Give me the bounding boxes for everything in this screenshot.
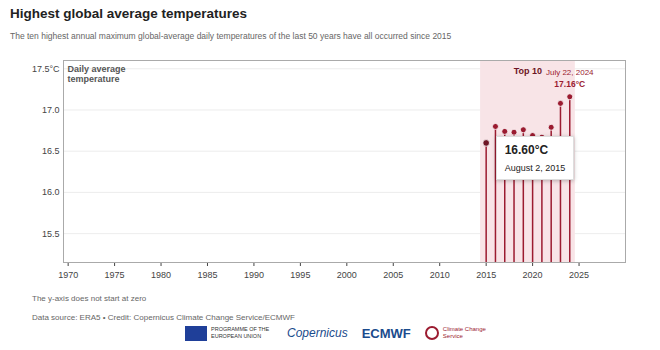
html-text:16.60°C: 16.60°C (504, 143, 549, 158)
html-text:Data source: ERA5 • Credit: Co: Data source: ERA5 • Credit: Copernicus C… (32, 313, 295, 322)
svg-text:1990: 1990 (244, 270, 264, 280)
svg-text:2005: 2005 (383, 270, 403, 280)
svg-text:2010: 2010 (430, 270, 450, 280)
svg-text:1970: 1970 (58, 270, 78, 280)
html-text:Highest global average tempera: Highest global average temperatures (10, 6, 248, 21)
svg-text:17.16°C: 17.16°C (554, 78, 585, 88)
svg-text:1985: 1985 (197, 270, 217, 280)
html-text:August 2, 2015: August 2, 2015 (504, 163, 566, 174)
html-text:Copernicus: Copernicus (287, 326, 348, 340)
svg-text:2020: 2020 (523, 270, 543, 280)
svg-text:2025: 2025 (569, 270, 589, 280)
svg-text:1995: 1995 (290, 270, 310, 280)
html-text:PROGRAMME OF THE EUROPEAN UNIO: PROGRAMME OF THE EUROPEAN UNION (211, 326, 270, 339)
svg-text:Top 10: Top 10 (514, 66, 542, 76)
svg-text:1980: 1980 (151, 270, 171, 280)
svg-text:Daily averagetemperature: Daily averagetemperature (68, 64, 126, 84)
svg-text:2015: 2015 (476, 270, 496, 280)
svg-text:16.5: 16.5 (42, 146, 60, 156)
svg-text:15.5: 15.5 (42, 229, 60, 239)
html-text:Climate Change Service: Climate Change Service (442, 326, 486, 339)
svg-text:1975: 1975 (105, 270, 125, 280)
svg-text:2000: 2000 (337, 270, 357, 280)
html-text:The y-axis does not start at z: The y-axis does not start at zero (32, 294, 147, 303)
svg-text:16.0: 16.0 (42, 187, 60, 197)
svg-text:17.0: 17.0 (42, 105, 60, 115)
svg-text:July 22, 2024: July 22, 2024 (546, 68, 594, 77)
svg-text:17.5°C: 17.5°C (32, 64, 60, 74)
html-text:ECMWF: ECMWF (361, 325, 411, 341)
html-text:The ten highest annual maximum: The ten highest annual maximum global-av… (10, 31, 452, 41)
